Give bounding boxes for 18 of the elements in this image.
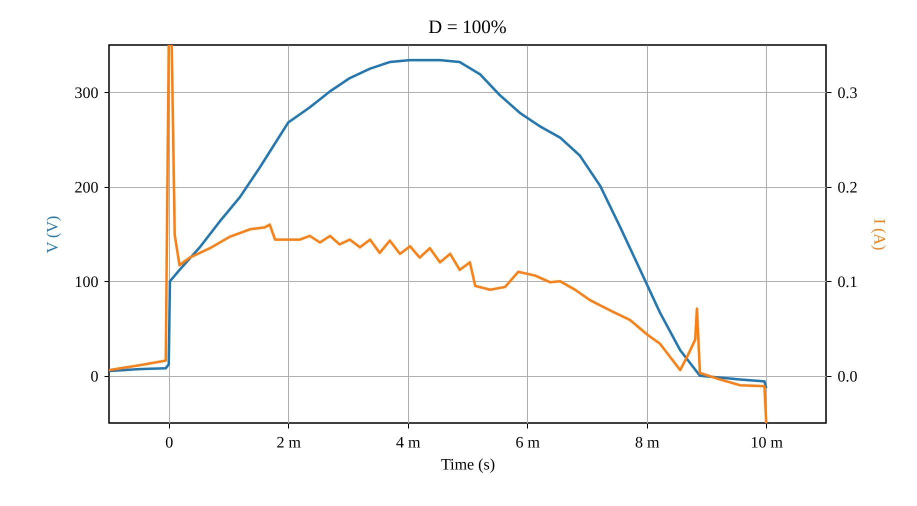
y-tick-label: 300 [74, 84, 98, 102]
y-axis-title: V (V) [44, 216, 62, 254]
x-tick-label: 10 m [750, 434, 784, 452]
y-tick-label: 200 [74, 179, 98, 196]
x-tick-label: 8 m [635, 434, 660, 452]
x-axis-title: Time (s) [440, 456, 496, 474]
x-tick-label: 4 m [396, 434, 422, 452]
y2-tick-label: 0.1 [838, 274, 858, 291]
y2-tick-label: 0.2 [838, 179, 858, 196]
x-tick-label: 2 m [276, 434, 302, 452]
y2-axis-title: I (A) [870, 218, 888, 250]
y2-tick-label: 0.0 [838, 368, 858, 386]
y2-tick-label: 0.3 [838, 84, 858, 102]
x-tick-label: 0 [165, 434, 174, 452]
y-tick-label: 0 [90, 368, 98, 386]
x-tick-label: 6 m [516, 434, 541, 452]
y-tick-label: 100 [74, 274, 98, 291]
chart-title: D = 100% [428, 17, 507, 38]
